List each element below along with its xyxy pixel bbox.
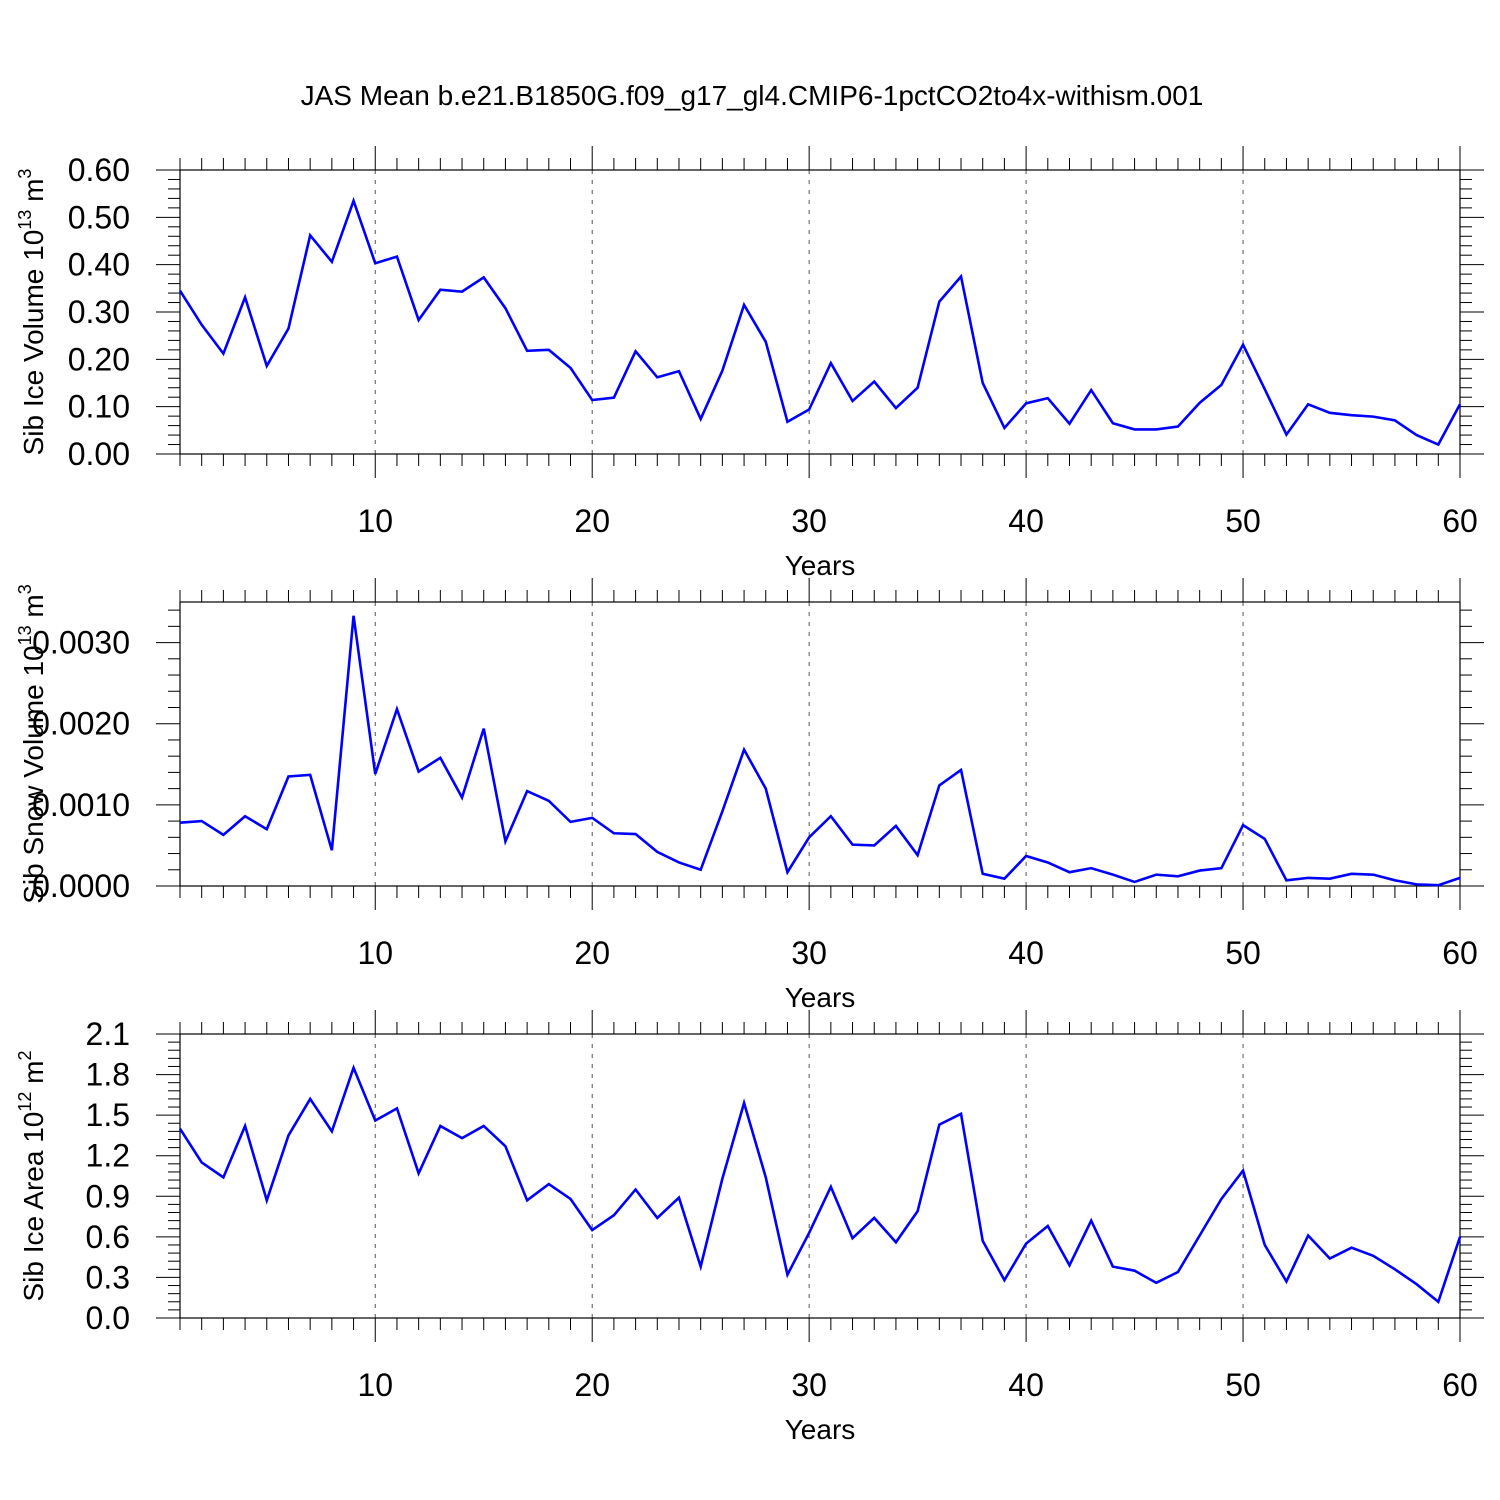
x-tick-label: 50: [1225, 1367, 1261, 1403]
series-line: [178, 196, 1462, 447]
x-tick-label: 10: [357, 1367, 393, 1403]
x-axis-label: Years: [785, 1414, 856, 1445]
x-tick-label: 10: [357, 503, 393, 539]
y-tick-label: 0.50: [68, 199, 130, 235]
y-tick-label: 0.0010: [32, 787, 130, 823]
y-tick-label: 0.00: [68, 436, 130, 472]
x-tick-label: 60: [1442, 1367, 1478, 1403]
y-tick-label: 1.8: [86, 1057, 130, 1093]
panels: 0.00 0.10 0.20 0.30 0.40 0.50 0.60 10 20 30 40 50 60…: [15, 146, 1484, 1445]
panel-1: 0.00 0.10 0.20 0.30 0.40 0.50 0.60 10 20 30 40 50 60…: [15, 146, 1484, 581]
x-tick-label: 30: [791, 935, 827, 971]
y-tick-label: 1.2: [86, 1138, 130, 1174]
x-tick-label: 20: [574, 1367, 610, 1403]
x-tick-label: 20: [574, 935, 610, 971]
y-tick-label: 0.0020: [32, 706, 130, 742]
y-tick-label: 0.9: [86, 1178, 130, 1214]
x-tick-label: 30: [791, 503, 827, 539]
x-tick-label: 60: [1442, 503, 1478, 539]
plot-frame: [179, 601, 1461, 887]
y-tick-label: 0.10: [68, 389, 130, 425]
y-tick-label: 2.1: [86, 1016, 130, 1052]
y-tick-label: 0.60: [68, 152, 130, 188]
y-tick-label: 0.0030: [32, 625, 130, 661]
chart-title: JAS Mean b.e21.B1850G.f09_g17_gl4.CMIP6-…: [301, 80, 1204, 111]
x-tick-label: 10: [357, 935, 393, 971]
y-axis-label: Sib Snow Volume 1013 m3: [15, 584, 49, 904]
x-tick-label: 50: [1225, 503, 1261, 539]
x-tick-label: 20: [574, 503, 610, 539]
x-tick-label: 40: [1008, 935, 1044, 971]
y-tick-label: 1.5: [86, 1097, 130, 1133]
y-tick-label: 0.0: [86, 1300, 130, 1336]
y-tick-label: 0.3: [86, 1259, 130, 1295]
x-tick-label: 30: [791, 1367, 827, 1403]
y-tick-label: 0.30: [68, 294, 130, 330]
y-axis-label: Sib Ice Area 1012 m2: [15, 1050, 49, 1301]
y-tick-label: 0.0000: [32, 868, 130, 904]
x-tick-label: 40: [1008, 1367, 1044, 1403]
y-tick-label: 0.40: [68, 247, 130, 283]
x-tick-label: 50: [1225, 935, 1261, 971]
y-tick-label: 0.20: [68, 341, 130, 377]
series-line: [178, 1064, 1462, 1304]
panel-3: 0.0 0.3 0.6 0.9 1.2 1.5 1.8 2.1 10 20 30 40 50 60 Year…: [15, 1010, 1484, 1445]
y-axis-label: Sib Ice Volume 1013 m3: [15, 169, 49, 456]
x-axis-label: Years: [785, 550, 856, 581]
y-tick-label: 0.6: [86, 1219, 130, 1255]
series-line: [179, 615, 1461, 887]
plot-frame: [179, 1033, 1461, 1319]
x-axis-label: Years: [785, 982, 856, 1013]
x-tick-label: 60: [1442, 935, 1478, 971]
panel-2: 0.0000 0.0010 0.0020 0.0030 10 20 30 40 50 60 Year…: [15, 578, 1484, 1013]
x-tick-label: 40: [1008, 503, 1044, 539]
